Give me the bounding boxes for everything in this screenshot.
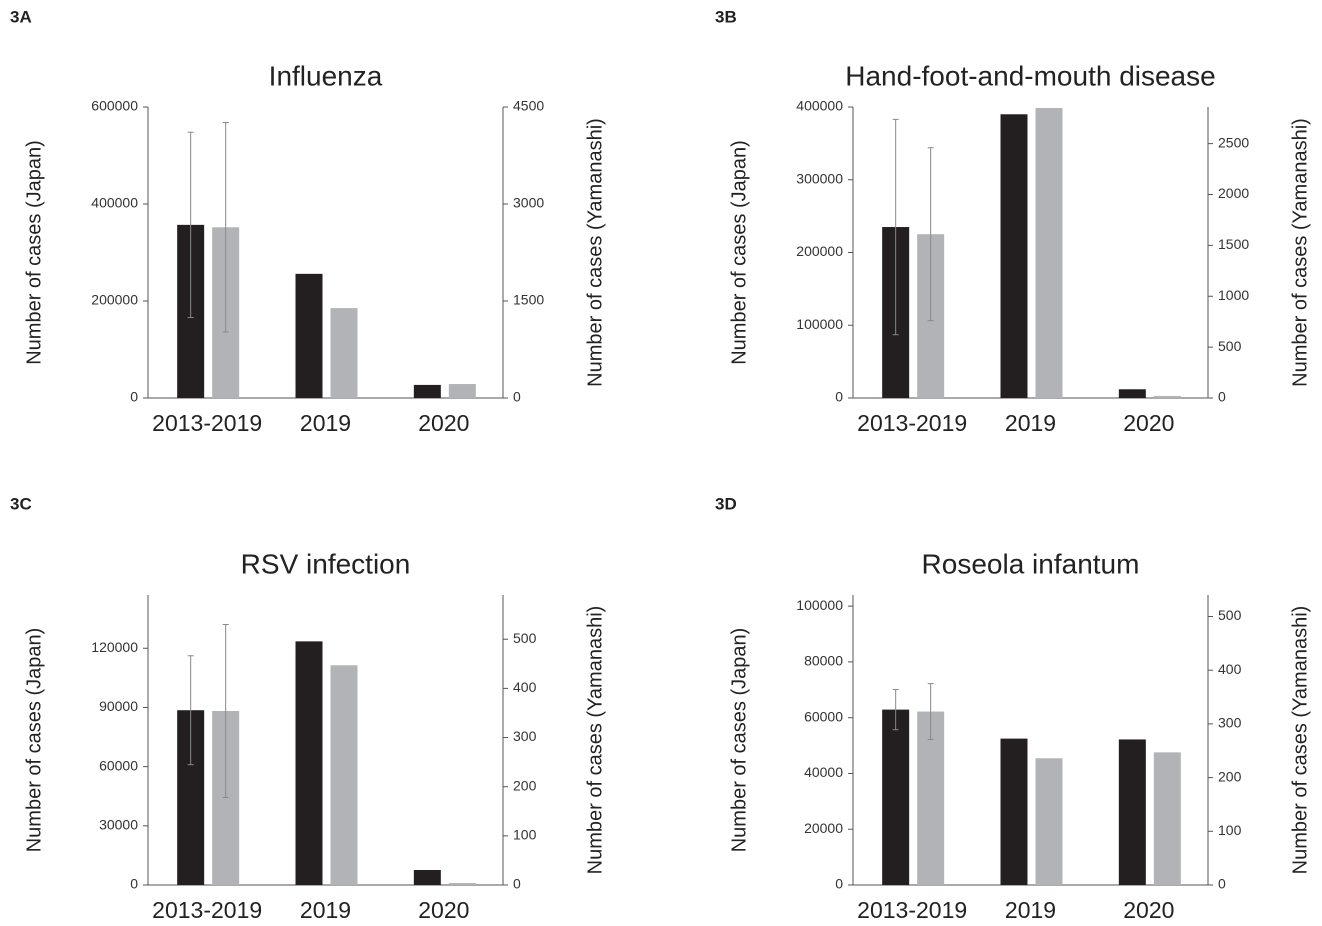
y2-axis-title: Number of cases (Yamanashi) — [584, 606, 606, 875]
x-tick-label: 2013-2019 — [857, 410, 967, 436]
x-tick-label: 2013-2019 — [152, 897, 262, 923]
bar — [413, 870, 441, 885]
y2-tick-label: 100 — [513, 827, 537, 843]
y2-tick-label: 200 — [513, 777, 537, 793]
y-tick-label: 120000 — [91, 639, 138, 655]
y-axis-title: Number of cases (Japan) — [728, 628, 750, 853]
bar — [1000, 114, 1028, 399]
bar — [295, 273, 323, 398]
y2-axis-title: Number of cases (Yamanashi) — [1289, 606, 1311, 875]
y-axis-title: Number of cases (Japan) — [23, 140, 45, 365]
bar — [330, 665, 358, 885]
y-tick-label: 200000 — [796, 243, 843, 259]
x-tick-label: 2019 — [1005, 410, 1056, 436]
y-tick-label: 100000 — [796, 316, 843, 332]
panel-label: 3B — [715, 7, 737, 26]
y-axis-title: Number of cases (Japan) — [23, 628, 45, 853]
y-tick-label: 60000 — [99, 757, 138, 773]
y-tick-label: 60000 — [804, 708, 843, 724]
y2-tick-label: 1000 — [1218, 287, 1249, 303]
bar — [917, 711, 945, 885]
panel-label: 3D — [715, 494, 737, 513]
y-axis-title: Number of cases (Japan) — [728, 140, 750, 365]
y2-tick-label: 500 — [1218, 607, 1242, 623]
y-tick-label: 0 — [835, 389, 843, 405]
y2-tick-label: 300 — [513, 728, 537, 744]
y2-tick-label: 400 — [1218, 661, 1242, 677]
bar — [448, 384, 476, 398]
y-tick-label: 0 — [130, 876, 138, 892]
x-tick-label: 2020 — [1123, 410, 1174, 436]
panel-label: 3A — [10, 7, 32, 26]
y-tick-label: 400000 — [796, 98, 843, 114]
x-tick-label: 2020 — [418, 897, 469, 923]
bar — [413, 384, 441, 398]
y2-tick-label: 500 — [513, 630, 537, 646]
y-tick-label: 90000 — [99, 698, 138, 714]
x-tick-label: 2020 — [1123, 897, 1174, 923]
chart-title: RSV infection — [241, 548, 411, 579]
x-tick-label: 2020 — [418, 410, 469, 436]
y2-tick-label: 1500 — [1218, 236, 1249, 252]
y2-tick-label: 400 — [513, 679, 537, 695]
bar — [1000, 738, 1028, 885]
y2-tick-label: 0 — [513, 876, 521, 892]
y2-tick-label: 0 — [1218, 876, 1226, 892]
bar — [882, 709, 910, 885]
x-tick-label: 2019 — [300, 897, 351, 923]
bar — [1035, 108, 1063, 398]
y-tick-label: 300000 — [796, 170, 843, 186]
y-tick-label: 0 — [835, 876, 843, 892]
y-tick-label: 40000 — [804, 764, 843, 780]
bar — [295, 641, 323, 885]
bar — [1035, 758, 1063, 885]
bar — [1153, 752, 1181, 885]
bar — [1118, 739, 1146, 885]
y2-axis-title: Number of cases (Yamanashi) — [1289, 118, 1311, 387]
y2-tick-label: 300 — [1218, 715, 1242, 731]
y2-tick-label: 100 — [1218, 822, 1242, 838]
y2-tick-label: 200 — [1218, 768, 1242, 784]
y2-tick-label: 2500 — [1218, 134, 1249, 150]
bar — [1153, 395, 1181, 398]
y2-tick-label: 0 — [513, 389, 521, 405]
bar — [330, 308, 358, 398]
y2-tick-label: 2000 — [1218, 185, 1249, 201]
chart-title: Influenza — [269, 60, 383, 91]
y2-tick-label: 0 — [1218, 389, 1226, 405]
bar — [1118, 389, 1146, 398]
chart-title: Roseola infantum — [922, 548, 1140, 579]
x-tick-label: 2013-2019 — [857, 897, 967, 923]
x-tick-label: 2013-2019 — [152, 410, 262, 436]
y2-tick-label: 1500 — [513, 292, 544, 308]
x-tick-label: 2019 — [1005, 897, 1056, 923]
chart-title: Hand-foot-and-mouth disease — [845, 60, 1215, 91]
y-tick-label: 600000 — [91, 98, 138, 114]
y-tick-label: 400000 — [91, 195, 138, 211]
panel-label: 3C — [10, 494, 32, 513]
x-tick-label: 2019 — [300, 410, 351, 436]
y2-tick-label: 4500 — [513, 98, 544, 114]
y-tick-label: 30000 — [99, 817, 138, 833]
y2-tick-label: 3000 — [513, 195, 544, 211]
y-tick-label: 100000 — [796, 597, 843, 613]
y2-tick-label: 500 — [1218, 338, 1242, 354]
y-tick-label: 20000 — [804, 820, 843, 836]
bar — [448, 883, 476, 885]
y-tick-label: 0 — [130, 389, 138, 405]
y-tick-label: 80000 — [804, 653, 843, 669]
y-tick-label: 200000 — [91, 292, 138, 308]
y2-axis-title: Number of cases (Yamanashi) — [584, 118, 606, 387]
